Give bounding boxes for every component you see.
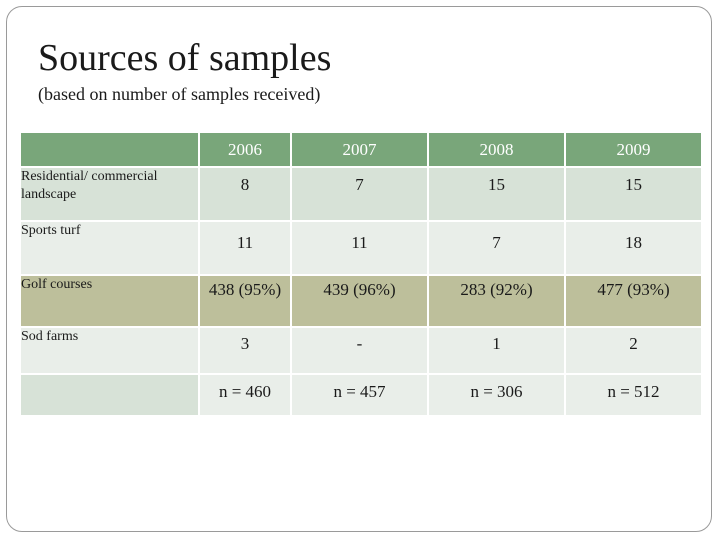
samples-table: 2006 2007 2008 2009 Residential/ commerc… xyxy=(19,131,703,417)
cell-value: 1 xyxy=(427,326,566,375)
header-cell-2006: 2006 xyxy=(198,131,292,168)
table-row-totals: n = 460 n = 457 n = 306 n = 512 xyxy=(19,373,703,417)
total-cell: n = 512 xyxy=(564,373,703,417)
header-cell-2008: 2008 xyxy=(427,131,566,168)
cell-value: 8 xyxy=(198,166,292,222)
header-cell-blank xyxy=(19,131,200,168)
cell-value: - xyxy=(290,326,429,375)
cell-value: 11 xyxy=(290,220,429,276)
table-row-golf-courses: Golf courses 438 (95%) 439 (96%) 283 (92… xyxy=(19,274,703,328)
total-cell: n = 457 xyxy=(290,373,429,417)
cell-value: 3 xyxy=(198,326,292,375)
header-cell-2009: 2009 xyxy=(564,131,703,168)
cell-value: 15 xyxy=(427,166,566,222)
cell-value: 438 (95%) xyxy=(198,274,292,328)
table-row-residential: Residential/ commercial landscape 8 7 15… xyxy=(19,166,703,222)
row-label: Golf courses xyxy=(19,274,200,328)
cell-value: 2 xyxy=(564,326,703,375)
slide-title: Sources of samples xyxy=(38,37,332,79)
cell-value: 18 xyxy=(564,220,703,276)
cell-value: 7 xyxy=(290,166,429,222)
row-label: Residential/ commercial landscape xyxy=(19,166,200,222)
cell-value: 477 (93%) xyxy=(564,274,703,328)
slide-subtitle: (based on number of samples received) xyxy=(38,84,321,104)
cell-value: 15 xyxy=(564,166,703,222)
total-cell: n = 460 xyxy=(198,373,292,417)
row-label: Sod farms xyxy=(19,326,200,375)
table-header-row: 2006 2007 2008 2009 xyxy=(19,131,703,168)
table-row-sod-farms: Sod farms 3 - 1 2 xyxy=(19,326,703,375)
cell-value: 439 (96%) xyxy=(290,274,429,328)
cell-value: 283 (92%) xyxy=(427,274,566,328)
cell-value: 11 xyxy=(198,220,292,276)
table-row-sports-turf: Sports turf 11 11 7 18 xyxy=(19,220,703,276)
total-cell: n = 306 xyxy=(427,373,566,417)
cell-value: 7 xyxy=(427,220,566,276)
header-cell-2007: 2007 xyxy=(290,131,429,168)
row-label: Sports turf xyxy=(19,220,200,276)
totals-blank-cell xyxy=(19,373,200,417)
